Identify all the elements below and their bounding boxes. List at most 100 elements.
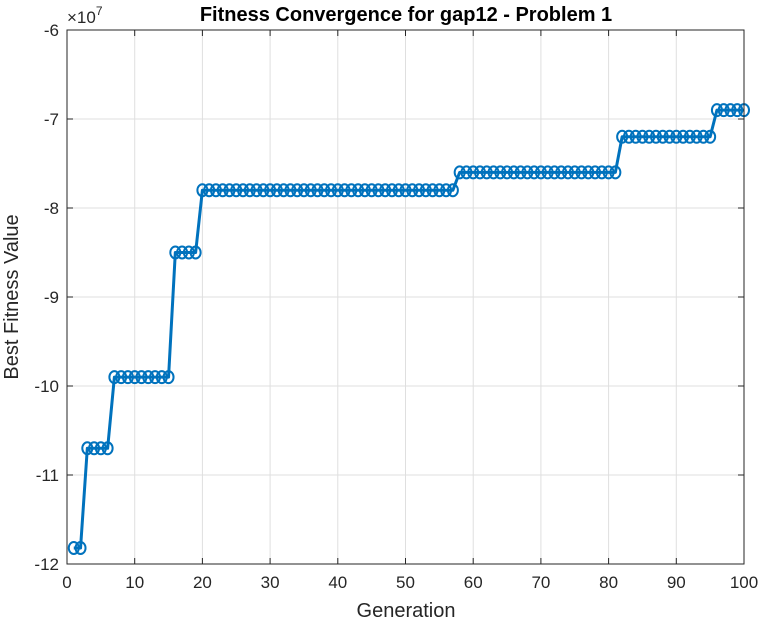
x-tick-label: 90 bbox=[667, 573, 686, 592]
data-point-marker bbox=[399, 183, 412, 198]
axes-ticks bbox=[66, 29, 745, 565]
data-point-marker bbox=[480, 165, 493, 180]
y-tick-label: -6 bbox=[44, 21, 59, 40]
data-point-marker bbox=[697, 129, 710, 144]
data-point-marker bbox=[257, 183, 270, 198]
data-point-marker bbox=[365, 183, 378, 198]
data-point-marker bbox=[358, 183, 371, 198]
data-point-marker bbox=[413, 183, 426, 198]
data-point-marker bbox=[216, 183, 229, 198]
x-tick-labels: 0 10 20 30 40 50 60 70 80 90 100 bbox=[62, 573, 758, 592]
data-point-marker bbox=[176, 245, 189, 260]
data-point-marker bbox=[643, 129, 656, 144]
data-point-marker bbox=[196, 183, 209, 198]
data-point-marker bbox=[291, 183, 304, 198]
data-point-marker bbox=[656, 129, 669, 144]
data-point-marker bbox=[473, 165, 486, 180]
data-point-marker bbox=[731, 103, 744, 118]
x-tick-label: 40 bbox=[328, 573, 347, 592]
exponent-power: 7 bbox=[96, 4, 103, 18]
data-point-marker bbox=[514, 165, 527, 180]
data-point-marker bbox=[528, 165, 541, 180]
data-point-marker bbox=[561, 165, 574, 180]
data-point-marker bbox=[683, 129, 696, 144]
data-point-marker bbox=[142, 370, 155, 385]
series-line bbox=[73, 108, 744, 550]
data-point-marker bbox=[636, 129, 649, 144]
data-point-marker bbox=[284, 183, 297, 198]
x-tick-label: 20 bbox=[193, 573, 212, 592]
data-point-marker bbox=[609, 165, 622, 180]
data-point-marker bbox=[297, 183, 310, 198]
y-tick-label: -8 bbox=[44, 199, 59, 218]
data-point-marker bbox=[81, 441, 94, 456]
data-point-marker bbox=[101, 441, 114, 456]
x-tick-label: 30 bbox=[261, 573, 280, 592]
data-point-marker bbox=[406, 183, 419, 198]
series bbox=[67, 103, 750, 555]
data-point-marker bbox=[121, 370, 134, 385]
data-point-marker bbox=[649, 129, 662, 144]
data-point-marker bbox=[88, 441, 101, 456]
data-point-marker bbox=[345, 183, 358, 198]
data-point-marker bbox=[385, 183, 398, 198]
x-tick-label: 100 bbox=[730, 573, 758, 592]
x-tick-label: 80 bbox=[599, 573, 618, 592]
data-point-marker bbox=[331, 183, 344, 198]
data-point-marker bbox=[304, 183, 317, 198]
data-point-marker bbox=[115, 370, 128, 385]
data-point-marker bbox=[677, 129, 690, 144]
exponent-label: ×107 bbox=[67, 4, 103, 27]
x-tick-label: 10 bbox=[125, 573, 144, 592]
data-point-marker bbox=[534, 165, 547, 180]
data-point-marker bbox=[446, 183, 459, 198]
data-point-marker bbox=[203, 183, 216, 198]
x-axis-label: Generation bbox=[357, 600, 456, 620]
data-point-marker bbox=[67, 540, 80, 555]
data-point-marker bbox=[507, 165, 520, 180]
data-point-marker bbox=[209, 183, 222, 198]
data-point-marker bbox=[338, 183, 351, 198]
data-point-marker bbox=[501, 165, 514, 180]
data-point-marker bbox=[548, 165, 561, 180]
y-tick-label: -9 bbox=[44, 288, 59, 307]
data-point-marker bbox=[670, 129, 683, 144]
data-point-marker bbox=[494, 165, 507, 180]
data-point-marker bbox=[372, 183, 385, 198]
data-point-marker bbox=[575, 165, 588, 180]
data-point-marker bbox=[595, 165, 608, 180]
data-point-marker bbox=[162, 370, 175, 385]
data-point-marker bbox=[189, 245, 202, 260]
y-tick-labels: -12 -11 -10 -9 -8 -7 -6 bbox=[34, 21, 59, 574]
data-point-marker bbox=[250, 183, 263, 198]
data-point-marker bbox=[467, 165, 480, 180]
data-point-marker bbox=[74, 540, 87, 555]
data-point-marker bbox=[277, 183, 290, 198]
data-point-marker bbox=[318, 183, 331, 198]
data-point-marker bbox=[237, 183, 250, 198]
data-point-marker bbox=[243, 183, 256, 198]
data-point-marker bbox=[440, 183, 453, 198]
data-point-marker bbox=[155, 370, 168, 385]
data-point-marker bbox=[169, 245, 182, 260]
data-point-marker bbox=[392, 183, 405, 198]
data-point-marker bbox=[325, 183, 338, 198]
x-tick-label: 60 bbox=[464, 573, 483, 592]
data-point-marker bbox=[108, 370, 121, 385]
exponent-base: ×10 bbox=[67, 8, 96, 27]
data-point-marker bbox=[270, 183, 283, 198]
y-tick-label: -7 bbox=[44, 110, 59, 129]
data-point-marker bbox=[717, 103, 730, 118]
data-point-marker bbox=[710, 103, 723, 118]
data-point-marker bbox=[487, 165, 500, 180]
data-point-marker bbox=[182, 245, 195, 260]
data-point-marker bbox=[622, 129, 635, 144]
y-tick-label: -11 bbox=[36, 466, 59, 485]
data-point-marker bbox=[94, 441, 107, 456]
data-point-marker bbox=[311, 183, 324, 198]
data-point-marker bbox=[704, 129, 717, 144]
x-tick-label: 0 bbox=[62, 573, 71, 592]
data-point-marker bbox=[230, 183, 243, 198]
data-point-marker bbox=[582, 165, 595, 180]
data-point-marker bbox=[453, 165, 466, 180]
